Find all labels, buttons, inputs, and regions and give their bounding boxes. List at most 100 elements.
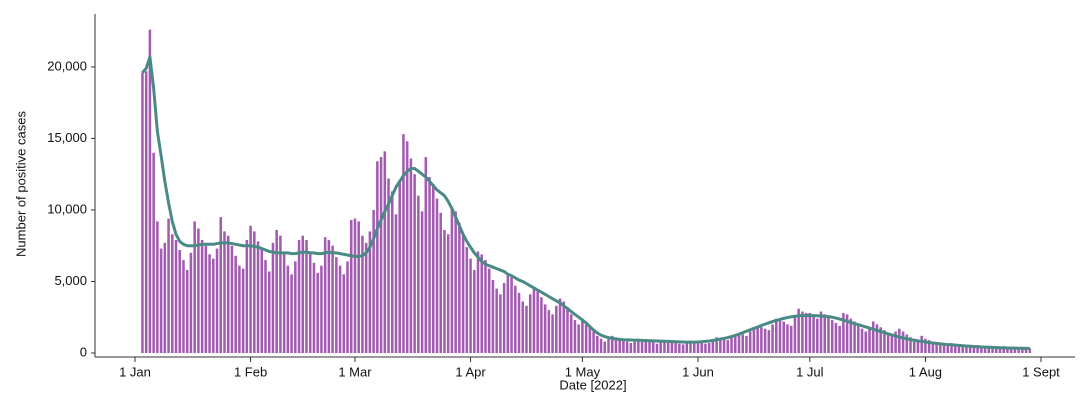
bar bbox=[588, 327, 592, 353]
bar bbox=[670, 341, 674, 353]
bar bbox=[678, 343, 681, 353]
bar bbox=[189, 252, 193, 353]
bar bbox=[771, 324, 774, 353]
bar bbox=[756, 325, 759, 353]
bar bbox=[950, 342, 953, 353]
bar bbox=[610, 335, 614, 353]
bar bbox=[335, 257, 338, 353]
bar bbox=[994, 347, 998, 353]
bar bbox=[614, 337, 618, 353]
bar bbox=[264, 260, 267, 353]
bar bbox=[454, 211, 457, 353]
bar bbox=[953, 343, 957, 353]
bar bbox=[726, 340, 730, 353]
bar bbox=[655, 343, 659, 353]
bar bbox=[905, 334, 909, 353]
bar bbox=[290, 274, 293, 353]
bar bbox=[540, 297, 543, 353]
bar bbox=[1002, 346, 1005, 353]
bar bbox=[405, 141, 409, 353]
bar bbox=[271, 242, 275, 353]
bar bbox=[692, 341, 696, 353]
bar bbox=[599, 338, 603, 353]
bar bbox=[853, 321, 856, 353]
bar bbox=[603, 341, 607, 353]
bar bbox=[159, 248, 163, 353]
bar bbox=[424, 157, 428, 353]
bar bbox=[883, 330, 886, 353]
bar bbox=[980, 345, 983, 353]
bar bbox=[323, 237, 327, 353]
bar bbox=[674, 342, 677, 353]
bar bbox=[965, 345, 968, 353]
bar bbox=[148, 29, 152, 353]
bar bbox=[823, 314, 827, 353]
bar bbox=[562, 301, 566, 353]
trend-line bbox=[141, 55, 1030, 350]
bar bbox=[193, 221, 196, 353]
bar bbox=[439, 212, 442, 353]
bar bbox=[327, 240, 331, 353]
bar bbox=[435, 198, 439, 353]
bar bbox=[782, 321, 786, 353]
y-tick-label: 10,000 bbox=[47, 201, 87, 216]
bar bbox=[663, 340, 666, 353]
bar bbox=[707, 342, 711, 353]
x-tick-label: 1 Jan bbox=[119, 364, 151, 379]
bar bbox=[890, 335, 894, 353]
bar bbox=[637, 338, 640, 353]
bar bbox=[592, 331, 595, 353]
bar bbox=[998, 347, 1002, 353]
y-tick-label: 5,000 bbox=[54, 273, 87, 288]
bar bbox=[197, 228, 200, 353]
bar bbox=[372, 209, 375, 353]
bar bbox=[238, 265, 241, 353]
bar bbox=[297, 240, 301, 353]
bar bbox=[942, 344, 946, 353]
bar bbox=[450, 207, 454, 353]
bar bbox=[1006, 346, 1009, 353]
bar bbox=[428, 177, 431, 353]
bar bbox=[651, 342, 655, 353]
bar bbox=[983, 346, 987, 353]
bar bbox=[555, 305, 558, 353]
bar bbox=[506, 274, 510, 353]
x-tick-label: 1 Aug bbox=[909, 364, 942, 379]
bar bbox=[566, 307, 569, 353]
bar bbox=[420, 211, 424, 353]
bar bbox=[1028, 348, 1032, 353]
bar bbox=[972, 346, 976, 353]
bar bbox=[760, 327, 763, 353]
bar bbox=[174, 240, 178, 353]
x-tick-label: 1 Apr bbox=[455, 364, 486, 379]
bar bbox=[208, 254, 211, 353]
bar bbox=[446, 234, 450, 353]
bar bbox=[536, 291, 539, 353]
bar bbox=[379, 157, 383, 353]
bar bbox=[502, 282, 506, 353]
x-tick-label: 1 Sept bbox=[1022, 364, 1060, 379]
bar bbox=[801, 311, 804, 353]
bar bbox=[886, 332, 890, 353]
bar bbox=[879, 327, 882, 353]
bar bbox=[167, 218, 170, 353]
bar bbox=[767, 330, 771, 353]
bar bbox=[961, 345, 964, 353]
bar bbox=[234, 255, 237, 353]
bar bbox=[976, 345, 979, 353]
bar bbox=[633, 341, 636, 353]
bar bbox=[577, 324, 580, 353]
bar bbox=[734, 334, 737, 353]
bar bbox=[730, 337, 733, 353]
bar bbox=[383, 151, 387, 353]
bar bbox=[894, 331, 897, 353]
bar bbox=[249, 225, 252, 353]
bar bbox=[804, 312, 808, 353]
bar bbox=[924, 338, 927, 353]
bar bbox=[215, 248, 219, 353]
bar bbox=[171, 234, 174, 353]
bar bbox=[901, 331, 905, 353]
bar bbox=[816, 318, 819, 353]
bar bbox=[931, 341, 935, 353]
